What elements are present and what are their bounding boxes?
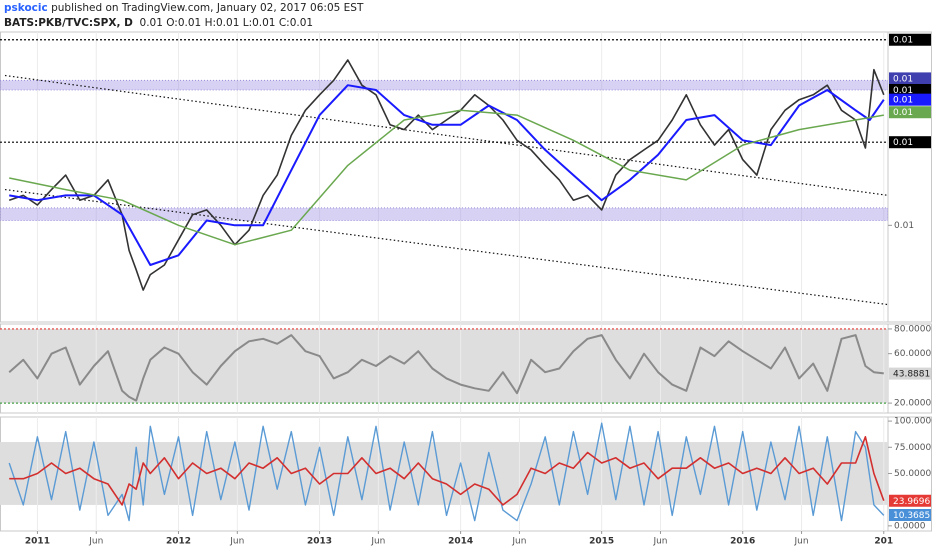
x-tick-label: Jun	[229, 537, 244, 547]
series-line	[9, 436, 885, 506]
quote-line: BATS:PKB/TVC:SPX, D 0.01 O:0.01 H:0.01 L…	[4, 16, 363, 31]
x-tick-label: 2011	[25, 537, 50, 547]
y-tick-label: 80.0000	[894, 324, 931, 334]
price-tag-label: 43.8881	[893, 370, 930, 380]
x-tick-label: Jun	[652, 537, 667, 547]
x-tick-label: 2016	[730, 537, 755, 547]
series-line	[9, 109, 884, 246]
zone	[0, 207, 888, 222]
price-tag	[889, 72, 931, 85]
published: published on TradingView.com, January 02…	[51, 2, 364, 14]
price-tag-label: 0.01	[893, 86, 913, 96]
price-tag	[889, 136, 931, 149]
price-tag	[889, 494, 931, 507]
trend-line	[4, 188, 888, 306]
series-line	[8, 59, 885, 291]
y-tick-label: 60.0000	[894, 349, 931, 359]
y-tick-label: 75.0000	[894, 443, 931, 453]
band	[0, 328, 888, 404]
y-tick-label: 0.01	[894, 221, 914, 231]
x-tick-label: Jun	[511, 537, 526, 547]
price-tag	[889, 93, 931, 106]
x-tick-label: Jun	[88, 537, 103, 547]
publish-line: pskocic published on TradingView.com, Ja…	[4, 1, 363, 16]
x-tick-label: 2015	[589, 537, 614, 547]
y-tick-label: 50.0000	[894, 469, 931, 479]
x-tick-label: 201	[874, 537, 893, 547]
price-tag-label: 0.01	[893, 108, 913, 118]
price-tag	[889, 106, 931, 119]
y-tick-label: 100.0000	[894, 417, 932, 427]
price-tag-label: 0.01	[893, 138, 913, 148]
plot-area	[0, 417, 888, 531]
plot-area	[0, 324, 888, 413]
price-tag-label: 23.9696	[893, 497, 930, 507]
x-tick-label: 2012	[166, 537, 191, 547]
x-tick-label: Jun	[794, 537, 809, 547]
series-line	[9, 84, 885, 266]
x-tick-label: 2014	[448, 537, 473, 547]
x-tick-label: Jun	[370, 537, 385, 547]
plot-area	[0, 32, 888, 322]
pane-frame	[0, 31, 932, 323]
x-tick-label: 2013	[307, 537, 332, 547]
price-tag-label: 0.01	[893, 36, 913, 46]
symbol: BATS:PKB/TVC:SPX, D	[4, 17, 133, 29]
header: pskocic published on TradingView.com, Ja…	[4, 1, 363, 31]
price-tag	[889, 367, 931, 380]
price-tag	[889, 33, 931, 46]
y-tick-label: 0.0000	[894, 521, 926, 531]
y-tick-label: 20.0000	[894, 399, 931, 409]
price-tag-label: 10.3685	[893, 511, 930, 521]
price-tag	[889, 84, 931, 96]
quote: 0.01 O:0.01 H:0.01 L:0.01 C:0.01	[139, 17, 314, 29]
price-tag	[889, 509, 931, 522]
series-line	[8, 334, 884, 402]
user[interactable]: pskocic	[4, 2, 48, 14]
trend-line	[4, 74, 888, 196]
price-tag-label: 0.01	[893, 96, 913, 106]
price-tag-label: 0.01	[893, 74, 913, 84]
zone	[0, 79, 888, 91]
series-line	[8, 422, 885, 522]
